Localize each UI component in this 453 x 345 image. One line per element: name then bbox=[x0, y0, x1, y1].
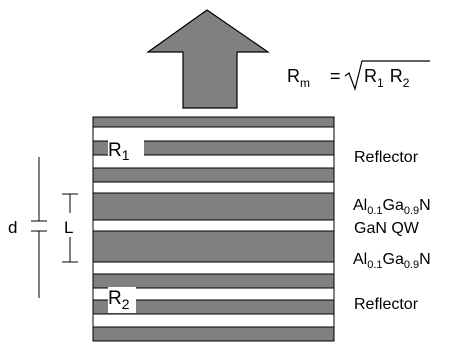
top-reflector-gap-3 bbox=[92, 181, 335, 194]
svg-text:Rm: Rm bbox=[287, 66, 310, 90]
bottom-reflector-gap-1 bbox=[92, 261, 335, 275]
dimension-d-label: d bbox=[8, 218, 17, 237]
bottom-reflector-layer-1 bbox=[92, 273, 335, 289]
r2-label-sub: 2 bbox=[122, 296, 130, 312]
barrier-top-label: Al0.1Ga0.9N bbox=[353, 197, 431, 217]
square-root-sign bbox=[344, 60, 430, 92]
r2-label-base: R bbox=[108, 288, 122, 309]
dimension-l bbox=[62, 193, 78, 263]
barrier-bottom-label: Al0.1Ga0.9N bbox=[353, 251, 431, 271]
formula-equals: = bbox=[330, 66, 341, 86]
top-reflector-layer-2 bbox=[92, 167, 335, 183]
r1-label-base: R bbox=[108, 140, 122, 161]
layer-stack: R1 R2 bbox=[92, 116, 335, 342]
formula-rm-base: R bbox=[287, 66, 300, 86]
emission-up-arrow-icon bbox=[146, 9, 270, 109]
svg-text:R2: R2 bbox=[108, 288, 130, 312]
bottom-cap-layer bbox=[92, 326, 335, 342]
svg-text:R1: R1 bbox=[108, 140, 130, 163]
mirror-reflectivity-formula: Rm = R1 R2 bbox=[287, 60, 430, 92]
bottom-reflector-gap-3 bbox=[92, 313, 335, 328]
formula-r1-sub: 1 bbox=[377, 76, 384, 90]
top-cap-layer bbox=[92, 116, 335, 128]
formula-r1-base: R bbox=[364, 66, 377, 86]
formula-r2-base: R bbox=[390, 66, 403, 86]
reflector-bottom-label: Reflector bbox=[354, 296, 419, 313]
dimension-l-label: L bbox=[64, 218, 73, 237]
r2-label-backdrop bbox=[108, 287, 136, 313]
upper-barrier-layer bbox=[92, 192, 335, 221]
r1-label-sub: 1 bbox=[122, 147, 130, 163]
lower-barrier-layer bbox=[92, 230, 335, 263]
formula-rm-sub: m bbox=[300, 76, 310, 90]
r1-label-backdrop bbox=[108, 138, 144, 162]
formula-r2-sub: 2 bbox=[403, 76, 410, 90]
dimension-d bbox=[31, 157, 47, 298]
quantum-well-label: GaN QW bbox=[354, 220, 420, 237]
quantum-well-gap bbox=[92, 219, 335, 232]
reflector-top-label: Reflector bbox=[354, 149, 419, 166]
